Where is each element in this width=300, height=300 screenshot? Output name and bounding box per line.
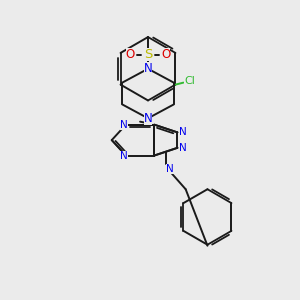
Text: N: N: [144, 112, 152, 125]
Text: O: O: [161, 48, 170, 62]
Text: N: N: [178, 128, 186, 137]
Text: N: N: [120, 151, 128, 160]
Text: N: N: [144, 62, 152, 75]
Text: N: N: [120, 120, 128, 130]
Text: O: O: [126, 48, 135, 62]
Text: N: N: [166, 164, 174, 174]
Text: S: S: [144, 48, 152, 62]
Text: Cl: Cl: [184, 76, 195, 85]
Text: N: N: [178, 143, 186, 153]
